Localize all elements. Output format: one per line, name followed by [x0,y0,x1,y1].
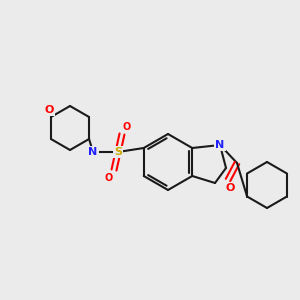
Text: S: S [114,147,122,157]
Text: N: N [215,140,225,150]
Text: O: O [225,183,235,193]
Text: O: O [105,173,113,183]
Text: N: N [88,147,98,157]
Text: O: O [123,122,131,132]
Text: O: O [44,105,54,115]
